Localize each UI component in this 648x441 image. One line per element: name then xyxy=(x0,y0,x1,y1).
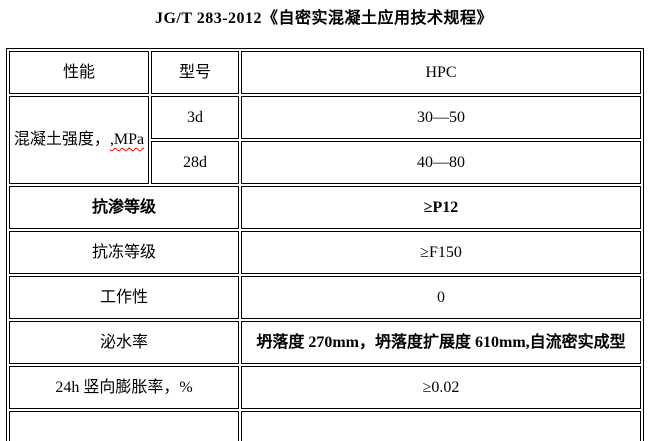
concrete-spec-table: 性能 型号 HPC 混凝土强度，,MPa 3d 30—50 28d 40—80 … xyxy=(6,48,644,441)
frost-resistance-label-cell: 抗冻等级 xyxy=(9,231,239,274)
clipped-empty-value-cell xyxy=(241,411,641,441)
clipped-empty-label-cell xyxy=(9,411,239,441)
workability-label-cell: 工作性 xyxy=(9,276,239,319)
strength-label: 混凝土强度， xyxy=(13,131,110,148)
clipped-empty-row xyxy=(9,411,641,441)
strength-label-cell: 混凝土强度，,MPa xyxy=(9,96,149,184)
impermeability-label-cell: 抗渗等级 xyxy=(9,186,239,229)
impermeability-value-cell: ≥P12 xyxy=(241,186,641,229)
value-cell-28d: 40—80 xyxy=(241,141,641,184)
workability-row: 工作性 0 xyxy=(9,276,641,319)
impermeability-row: 抗渗等级 ≥P12 xyxy=(9,186,641,229)
strength-row-3d: 混凝土强度，,MPa 3d 30—50 xyxy=(9,96,641,184)
frost-resistance-row: 抗冻等级 ≥F150 xyxy=(9,231,641,274)
bleeding-rate-label-cell: 泌水率 xyxy=(9,321,239,364)
document-page: { "document": { "title": "JG/T 283-2012《… xyxy=(0,9,648,441)
table-header-row: 性能 型号 HPC xyxy=(9,51,641,94)
header-cell-model: 型号 xyxy=(151,51,239,94)
expansion-rate-label-cell: 24h 竖向膨胀率，% xyxy=(9,366,239,409)
header-cell-hpc: HPC xyxy=(241,51,641,94)
bleeding-rate-row: 泌水率 坍落度 270mm，坍落度扩展度 610mm,自流密实成型 xyxy=(9,321,641,364)
frost-resistance-value-cell: ≥F150 xyxy=(241,231,641,274)
bleeding-rate-value-cell: 坍落度 270mm，坍落度扩展度 610mm,自流密实成型 xyxy=(241,321,641,364)
age-cell-28d: 28d xyxy=(151,141,239,184)
expansion-rate-row: 24h 竖向膨胀率，% ≥0.02 xyxy=(9,366,641,409)
workability-value-cell: 0 xyxy=(241,276,641,319)
strength-row-28d: 28d 40—80 xyxy=(9,141,641,184)
expansion-rate-value-cell: ≥0.02 xyxy=(241,366,641,409)
header-cell-performance: 性能 xyxy=(9,51,149,94)
value-cell-3d: 30—50 xyxy=(241,96,641,139)
strength-label-typo: ,MPa xyxy=(109,131,145,148)
document-title: JG/T 283-2012《自密实混凝土应用技术规程》 xyxy=(154,10,494,27)
age-cell-3d: 3d xyxy=(151,96,239,139)
